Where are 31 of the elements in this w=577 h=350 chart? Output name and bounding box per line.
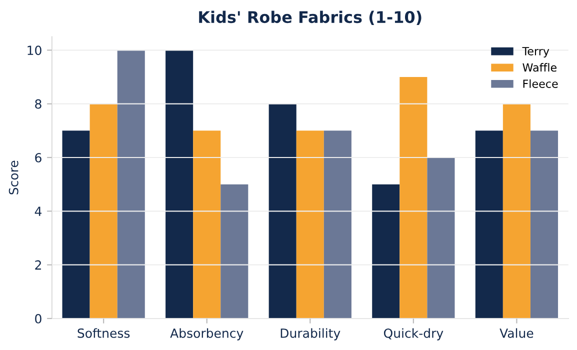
x-tick-label: Quick-dry: [384, 328, 444, 340]
x-tick-label: Absorbency: [170, 328, 244, 340]
bar: [502, 104, 530, 318]
y-tick-label: 8: [35, 99, 42, 109]
x-tick-label: Durability: [280, 328, 340, 340]
chart-title: Kids' Robe Fabrics (1-10): [199, 10, 422, 25]
x-tick-label: Softness: [78, 328, 130, 338]
legend-label: Fleece: [523, 79, 558, 88]
y-tick-label: 10: [28, 46, 42, 56]
x-tick-label: Value: [500, 328, 534, 338]
bar: [475, 130, 503, 318]
bar: [268, 104, 296, 318]
bar: [166, 50, 194, 318]
y-tick-label: 4: [34, 206, 42, 216]
bar: [193, 130, 221, 318]
bar: [90, 104, 118, 318]
bar: [296, 130, 324, 318]
bar: [400, 77, 428, 318]
bar: [62, 130, 90, 318]
bar: [117, 50, 145, 318]
y-tick-label: 2: [35, 260, 41, 270]
y-tick-label: 6: [35, 152, 42, 162]
legend-label: Waffle: [522, 63, 556, 72]
legend-label: Terry: [522, 47, 550, 58]
bar: [220, 184, 248, 318]
bar: [324, 130, 352, 318]
y-tick-label: 0: [35, 314, 42, 324]
bar: [427, 158, 455, 318]
bar: [530, 130, 558, 318]
bar: [372, 184, 400, 318]
y-axis-title: Score: [8, 160, 18, 194]
